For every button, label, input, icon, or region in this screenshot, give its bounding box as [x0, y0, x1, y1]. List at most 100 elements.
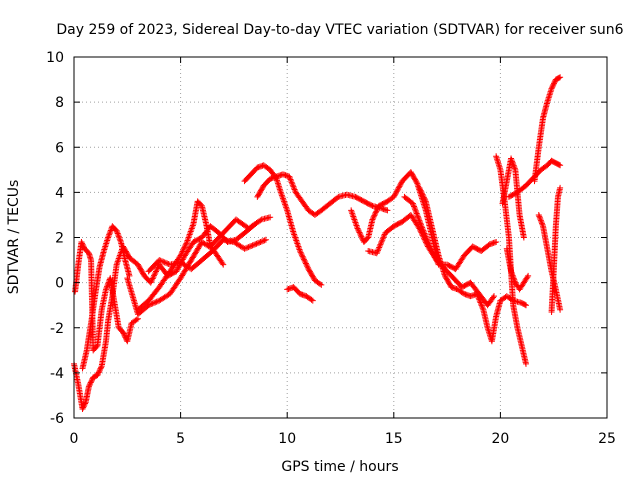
data-point [370, 213, 377, 220]
data-point [80, 243, 87, 250]
data-point [88, 376, 95, 383]
data-point [445, 279, 452, 286]
data-point [443, 275, 450, 282]
data-point [180, 245, 187, 252]
data-point [510, 275, 517, 282]
data-point [162, 259, 169, 266]
data-point [260, 237, 267, 244]
data-point [174, 267, 181, 274]
data-point [417, 221, 424, 228]
data-point [257, 217, 264, 224]
data-point [393, 188, 400, 195]
data-point [105, 233, 112, 240]
data-point [396, 183, 403, 190]
data-point [478, 300, 485, 307]
data-point [121, 333, 128, 340]
data-point [103, 284, 110, 291]
data-point [88, 378, 95, 385]
data-point [351, 217, 358, 224]
series-arc-9 [284, 284, 316, 304]
data-point [510, 162, 517, 169]
data-point [390, 193, 397, 200]
data-point [421, 230, 428, 237]
data-point [557, 162, 564, 169]
data-point [409, 172, 416, 179]
data-point [149, 275, 156, 282]
data-point [120, 330, 127, 337]
data-point [96, 368, 103, 375]
data-point [556, 161, 563, 168]
data-point [281, 199, 288, 206]
data-point [306, 268, 313, 275]
data-point [349, 210, 356, 217]
data-point [148, 278, 155, 285]
data-point [510, 161, 517, 168]
data-point [491, 293, 498, 300]
data-point [292, 234, 299, 241]
data-point [305, 266, 312, 273]
data-point [384, 207, 391, 214]
data-point [136, 264, 143, 271]
series-arc-12 [401, 193, 500, 273]
data-point [150, 299, 157, 306]
data-point [377, 241, 384, 248]
data-point [154, 298, 161, 305]
data-point [256, 239, 263, 246]
y-tick-label: 2 [55, 231, 64, 247]
data-point [414, 211, 421, 218]
data-point [509, 158, 516, 165]
data-point [479, 303, 486, 310]
data-point [152, 269, 159, 276]
data-point [419, 226, 426, 233]
data-point [557, 306, 564, 313]
data-point [508, 269, 515, 276]
data-point [258, 186, 265, 193]
data-point [475, 293, 482, 300]
data-point [409, 200, 416, 207]
data-point [262, 236, 269, 243]
data-point [476, 298, 483, 305]
data-point [173, 268, 180, 275]
data-point [427, 243, 434, 250]
data-point [93, 343, 100, 350]
data-point [256, 190, 263, 197]
data-point [282, 202, 289, 209]
data-point [412, 207, 419, 214]
data-point [248, 242, 255, 249]
data-point [219, 260, 226, 267]
data-point [257, 187, 264, 194]
data-point [318, 281, 325, 288]
data-point [391, 192, 398, 199]
data-point [551, 79, 558, 86]
data-point [370, 215, 377, 222]
data-point [197, 201, 204, 208]
data-point [392, 189, 399, 196]
data-point [510, 273, 517, 280]
data-point [300, 254, 307, 261]
ticks: 0 5 10 15 20 25 -6 -4 -2 0 2 4 6 8 10 [46, 50, 616, 447]
data-point [82, 400, 89, 407]
data-point [301, 257, 308, 264]
data-point [423, 234, 430, 241]
data-point [419, 224, 426, 231]
data-point [253, 240, 260, 247]
data-point [522, 360, 529, 367]
data-point [283, 205, 290, 212]
data-point [113, 261, 120, 268]
data-point [411, 175, 418, 182]
data-point [522, 302, 529, 309]
data-point [414, 213, 421, 220]
data-point [85, 383, 92, 390]
data-point [417, 187, 424, 194]
y-tick-label: 4 [55, 185, 64, 201]
data-point [410, 174, 417, 181]
data-point [114, 258, 121, 265]
data-point [309, 273, 316, 280]
data-point [293, 239, 300, 246]
data-point [153, 298, 160, 305]
data-point [186, 232, 193, 239]
data-point [138, 267, 145, 274]
data-point [430, 250, 437, 257]
x-tick-label: 15 [385, 431, 403, 447]
data-point [413, 209, 420, 216]
